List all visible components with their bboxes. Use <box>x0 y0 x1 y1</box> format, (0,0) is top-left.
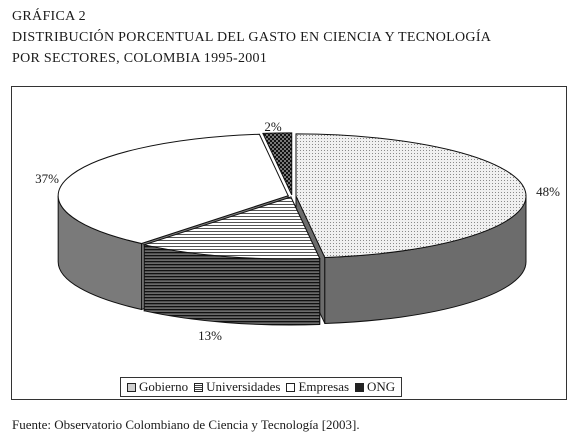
legend-item-ong: ONG <box>355 379 395 395</box>
legend-label-universidades: Universidades <box>206 379 281 394</box>
legend-item-empresas: Empresas <box>286 379 349 395</box>
legend-label-empresas: Empresas <box>298 379 350 394</box>
legend-item-gobierno: Gobierno <box>127 379 188 395</box>
data-label-gobierno: 48% <box>536 184 560 199</box>
chart-frame <box>11 86 567 400</box>
chart-legend: Gobierno Universidades Empresas ONG <box>120 377 403 397</box>
pie-slice-universidades <box>142 196 321 260</box>
legend-item-universidades: Universidades <box>194 379 280 395</box>
chart-title-line1: DISTRIBUCIÓN PORCENTUAL DEL GASTO EN CIE… <box>12 30 492 45</box>
pie-slice-gobierno <box>295 133 527 258</box>
chart-title-line2: POR SECTORES, COLOMBIA 1995-2001 <box>12 51 268 66</box>
pie-slice-empresas <box>57 133 289 244</box>
source-note: Fuente: Observatorio Colombiano de Cienc… <box>12 417 360 432</box>
figure-label: GRÁFICA 2 <box>12 9 86 24</box>
data-label-ong: 2% <box>264 119 282 134</box>
data-label-empresas: 37% <box>35 171 59 186</box>
dotted-gray-swatch-icon <box>127 382 136 392</box>
legend-label-gobierno: Gobierno <box>139 379 189 394</box>
white-swatch-icon <box>286 382 296 392</box>
dark-checker-swatch-icon <box>355 382 365 392</box>
striped-swatch-icon <box>194 382 204 392</box>
pie-slice-ong <box>262 132 293 196</box>
legend-label-ong: ONG <box>367 379 396 394</box>
data-label-universidades: 13% <box>198 328 222 343</box>
